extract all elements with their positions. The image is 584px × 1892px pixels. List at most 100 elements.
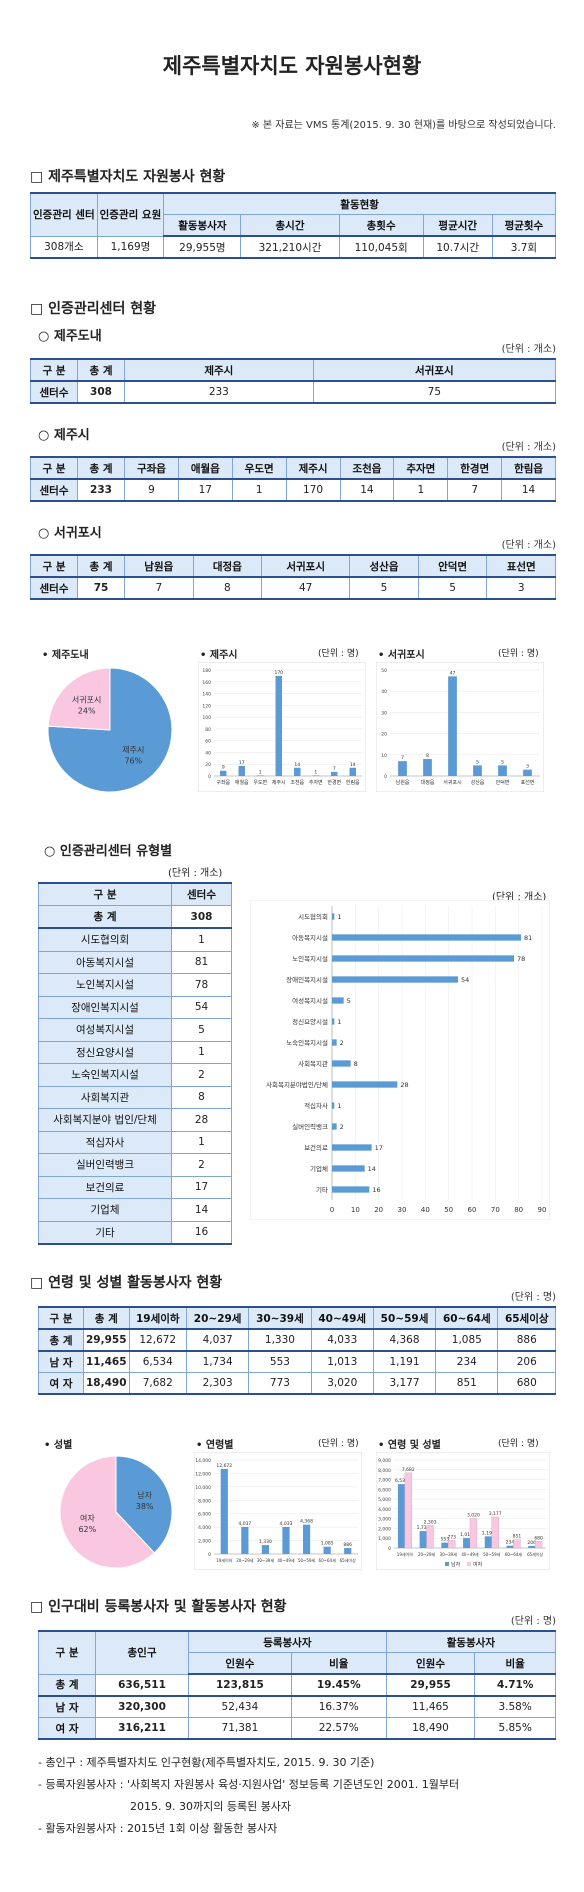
header-seogwipo-col: 표선면 — [486, 554, 556, 578]
y-tick-label: 노숙인복지시설 — [286, 1038, 328, 1047]
population-cell: 52,434 — [188, 1695, 292, 1718]
y-tick-label: 6,000 — [378, 1487, 391, 1493]
y-tick-label: 노인복지시설 — [292, 954, 328, 963]
y-tick-label: 8,000 — [198, 1498, 211, 1504]
bar-value-label: 1,013 — [460, 1532, 473, 1538]
y-tick-label: 40 — [381, 689, 387, 695]
header-count: 센터수 — [171, 882, 232, 906]
bar-value-label: 3,177 — [489, 1511, 502, 1517]
population-cell: 71,381 — [188, 1717, 292, 1740]
jeju-table: 구 분 총 계 구좌읍 애월읍 우도면 제주시 조천읍 추자면 한경면 한림읍 센터수 233… — [30, 456, 556, 502]
type-label: 아동복지시설 — [38, 950, 172, 974]
age-cell: 3,177 — [372, 1372, 437, 1395]
y-tick-label: 20 — [205, 762, 211, 768]
value-jeju-col: 14 — [339, 478, 395, 502]
population-cell: 316,211 — [95, 1717, 189, 1740]
bar — [275, 675, 282, 776]
bar — [332, 1018, 335, 1025]
table-row: 남 자 320,300 52,434 16.37% 11,465 3.58% — [38, 1695, 556, 1718]
type-label: 노인복지시설 — [38, 973, 172, 997]
x-tick-label: 20 — [374, 1206, 383, 1214]
age-cell: 12,672 — [128, 1328, 187, 1352]
table-row: 여 자 18,490 7,682 2,303 773 3,020 3,177 851 680 — [38, 1372, 556, 1395]
bar-value-label: 851 — [513, 1534, 522, 1540]
age-cell: 1,330 — [248, 1328, 312, 1352]
table-row: 총 계 636,511 123,815 19.45% 29,955 4.71% — [38, 1673, 556, 1697]
x-tick-label: 10 — [351, 1206, 360, 1214]
population-cell: 29,955 — [385, 1673, 476, 1697]
age-header: 40~49세 — [310, 1306, 374, 1330]
header-seogwipo-col: 안덕면 — [417, 554, 488, 578]
value-jeju-col: 1 — [231, 478, 287, 502]
x-tick-label: 50~59세 — [483, 1551, 501, 1557]
header-center: 인증관리 센터 — [30, 192, 98, 237]
bar — [332, 955, 514, 962]
x-tick-label: 표선면 — [521, 779, 535, 786]
population-cell: 320,300 — [95, 1695, 189, 1718]
legend-label: 여자 — [473, 1561, 483, 1568]
row-label: 총 계 — [38, 1673, 96, 1697]
x-tick-label: 30 — [398, 1206, 407, 1214]
header-reg-ratio: 비율 — [290, 1652, 387, 1675]
bar — [241, 1526, 249, 1554]
bar — [349, 767, 356, 776]
y-tick-label: 2,000 — [198, 1539, 211, 1545]
y-tick-label: 8,000 — [378, 1468, 391, 1474]
value-jeju-col: 9 — [124, 478, 179, 502]
bar-value-label: 1 — [259, 769, 262, 775]
bar — [398, 761, 407, 776]
value-jeju-col: 1 — [393, 478, 449, 502]
bar-value-label: 1,330 — [259, 1539, 272, 1545]
row-label: 센터수 — [30, 576, 78, 600]
age-cell: 11,465 — [83, 1350, 130, 1373]
chart-frame — [250, 900, 550, 1220]
y-tick-label: 장애인복지시설 — [286, 975, 328, 984]
y-tick-label: 7,000 — [378, 1478, 391, 1484]
age-header: 19세이하 — [128, 1306, 187, 1330]
type-value: 16 — [171, 1220, 232, 1245]
bar — [220, 1468, 228, 1554]
bar-value-label: 47 — [450, 670, 456, 676]
chart-unit-age: (단위 : 명) — [318, 1439, 359, 1449]
age-cell: 4,033 — [310, 1328, 374, 1352]
total-label: 총 계 — [38, 905, 172, 929]
pie-label: 76% — [124, 756, 142, 765]
value-jeju-col: 170 — [285, 478, 341, 502]
unit-population: (단위 : 명) — [510, 1616, 556, 1627]
bar-value-label: 234 — [506, 1540, 515, 1546]
bar — [491, 1516, 499, 1549]
x-tick-label: 60 — [468, 1206, 477, 1214]
type-value: 14 — [171, 1198, 232, 1222]
header-gubun: 구 분 — [38, 1630, 96, 1675]
age-header: 구 분 — [38, 1306, 84, 1330]
bar-value-label: 1,085 — [321, 1541, 334, 1547]
header-avg-hours: 평균시간 — [422, 214, 493, 237]
chart-unit-seogwipo: (단위 : 명) — [498, 649, 539, 659]
bar — [498, 765, 507, 776]
table-row: 남 자 11,465 6,534 1,734 553 1,013 1,191 234 206 — [38, 1350, 556, 1373]
header-jeju-col: 제주시 — [285, 456, 341, 480]
header-gubun: 구 분 — [30, 456, 78, 480]
header-gubun: 구 분 — [30, 358, 78, 382]
bar — [332, 1081, 398, 1088]
unit-type-chart: (단위 : 개소) — [492, 892, 547, 903]
value-seogwipo-col: 5 — [349, 576, 419, 600]
x-tick-label: 제주시 — [272, 779, 286, 786]
seogwipo-table: 구 분 총 계 남원읍 대정읍 서귀포시 성산읍 안덕면 표선면 센터수 75 7 8 47 5… — [30, 554, 556, 600]
footnote-registered: - 등록자원봉사자 : '사회복지 자원봉사 육성·지원사업' 정보등록 기준년… — [38, 1778, 460, 1791]
bar — [332, 934, 521, 941]
bar-value-label: 14 — [350, 762, 356, 768]
value-seogwipo-col: 47 — [261, 576, 351, 600]
pie-label: 서귀포시 — [72, 695, 101, 705]
age-cell: 886 — [497, 1328, 556, 1352]
type-table: 구 분 센터수 총 계 308 시도협의회 1 아동복지시설 81 노인복지시설 78 장애… — [38, 882, 232, 1245]
type-value: 1 — [171, 1130, 232, 1154]
bar-value-label: 2 — [340, 1123, 344, 1131]
population-cell: 4.71% — [474, 1673, 556, 1697]
y-tick-label: 60 — [205, 739, 211, 745]
population-cell: 19.45% — [290, 1673, 387, 1697]
table-row: 시도협의회 1 — [38, 927, 232, 952]
value-center: 308개소 — [30, 235, 98, 259]
bar — [332, 976, 458, 983]
